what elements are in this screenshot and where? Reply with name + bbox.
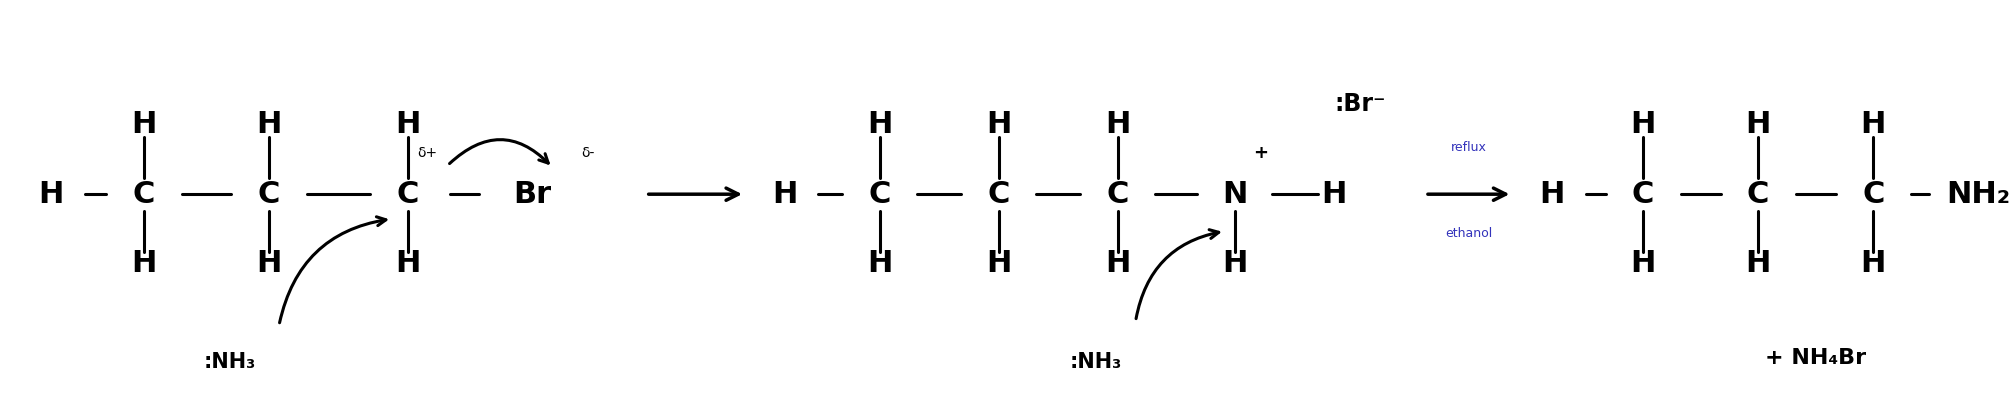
Text: H: H	[1321, 180, 1347, 209]
Text: NH₂: NH₂	[1947, 180, 2011, 209]
Text: C: C	[1747, 180, 1769, 209]
Text: H: H	[1631, 249, 1657, 278]
Text: H: H	[771, 180, 797, 209]
Text: δ+: δ+	[417, 146, 437, 160]
Text: H: H	[1222, 249, 1248, 278]
Text: :NH₃: :NH₃	[203, 352, 256, 373]
Text: H: H	[986, 110, 1011, 139]
Text: H: H	[1540, 180, 1564, 209]
Text: δ-: δ-	[582, 146, 596, 160]
Text: H: H	[1105, 249, 1131, 278]
Text: H: H	[256, 110, 282, 139]
Text: reflux: reflux	[1451, 140, 1488, 154]
Text: +: +	[1252, 144, 1268, 162]
Text: C: C	[988, 180, 1011, 209]
Text: C: C	[1107, 180, 1129, 209]
Text: H: H	[1745, 249, 1771, 278]
Text: H: H	[131, 110, 157, 139]
Text: H: H	[868, 249, 892, 278]
Text: H: H	[395, 110, 421, 139]
Text: H: H	[1745, 110, 1771, 139]
Text: H: H	[256, 249, 282, 278]
Text: C: C	[1633, 180, 1655, 209]
Text: + NH₄Br: + NH₄Br	[1765, 348, 1866, 368]
Text: H: H	[1860, 110, 1886, 139]
Text: C: C	[868, 180, 892, 209]
Text: H: H	[1860, 249, 1886, 278]
Text: Br: Br	[513, 180, 552, 209]
Text: H: H	[131, 249, 157, 278]
Text: H: H	[395, 249, 421, 278]
Text: C: C	[1862, 180, 1884, 209]
Text: N: N	[1222, 180, 1248, 209]
Text: C: C	[258, 180, 280, 209]
Text: C: C	[133, 180, 155, 209]
Text: H: H	[1105, 110, 1131, 139]
Text: H: H	[986, 249, 1011, 278]
Text: H: H	[1631, 110, 1657, 139]
Text: H: H	[868, 110, 892, 139]
Text: ethanol: ethanol	[1445, 227, 1492, 240]
Text: H: H	[38, 180, 64, 209]
Text: C: C	[397, 180, 419, 209]
Text: :Br⁻: :Br⁻	[1335, 92, 1385, 116]
Text: :NH₃: :NH₃	[1069, 352, 1121, 373]
